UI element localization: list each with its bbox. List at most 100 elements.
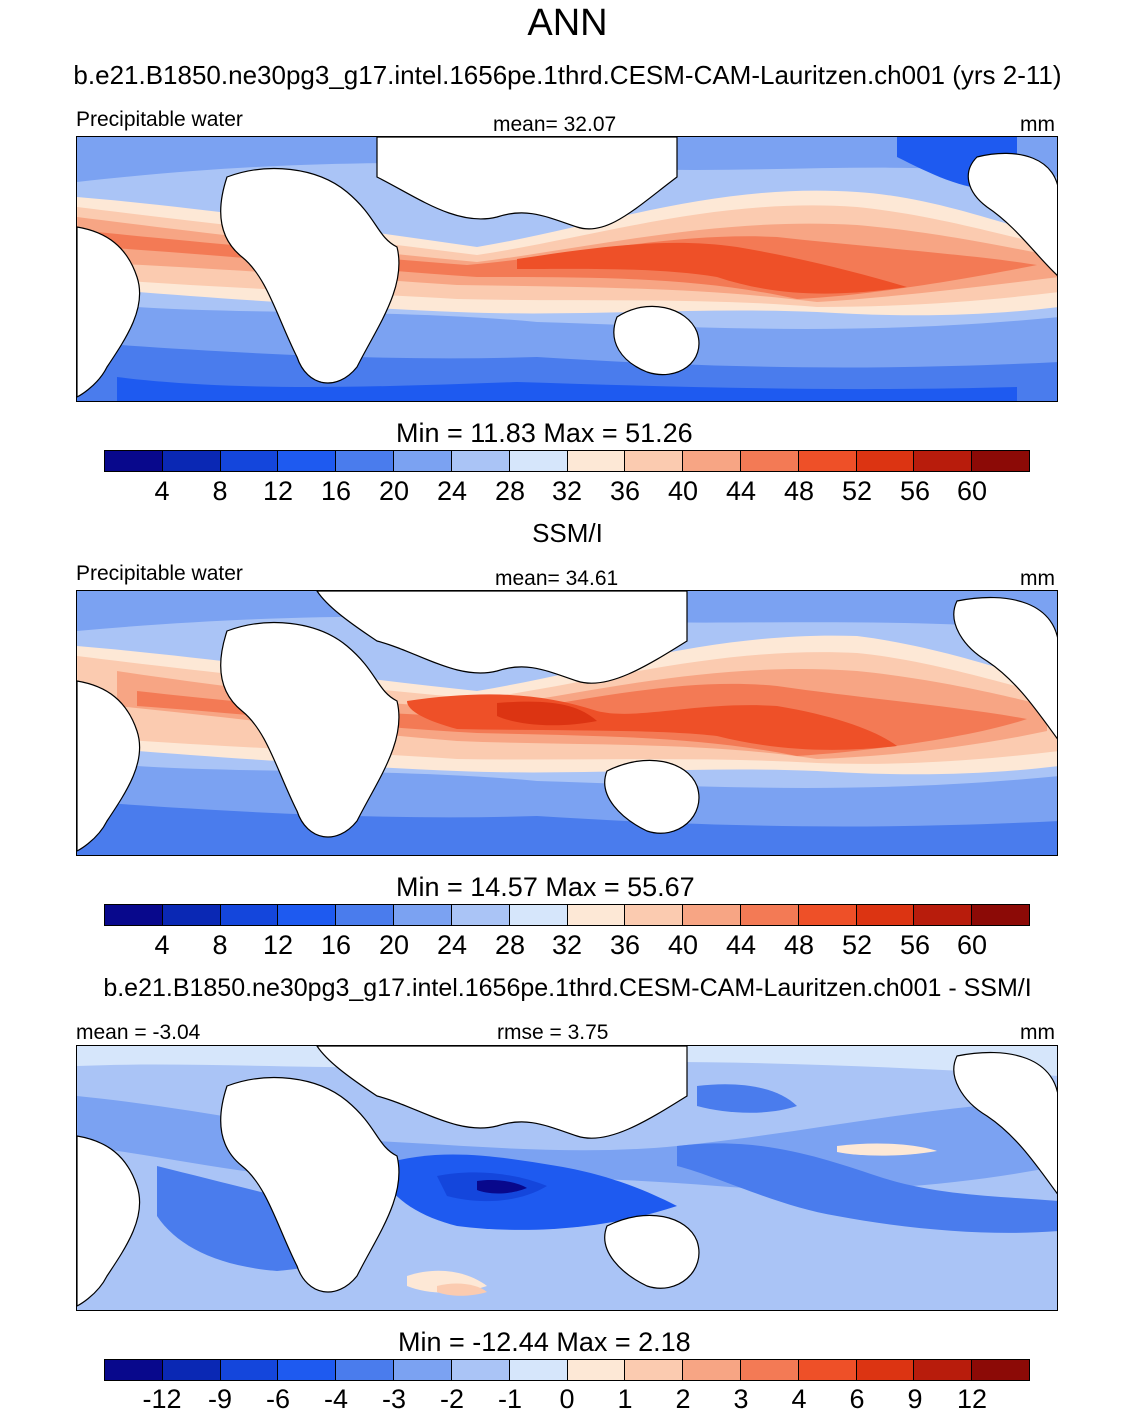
colorbar-swatch xyxy=(625,451,684,471)
panel-1-variable-label: Precipitable water xyxy=(76,108,243,131)
panel-1-minmax: Min = 11.83 Max = 51.26 xyxy=(396,418,693,448)
colorbar-tick: 28 xyxy=(494,930,526,960)
colorbar-swatch xyxy=(740,905,799,925)
colorbar-swatch xyxy=(625,905,684,925)
colorbar-swatch xyxy=(278,1360,337,1380)
colorbar-swatch xyxy=(278,451,337,471)
panel-3-mean-label: mean = -3.04 xyxy=(76,1021,201,1044)
colorbar-tick: 9 xyxy=(907,1384,923,1414)
figure-title: ANN xyxy=(527,2,608,44)
colorbar-tick: 24 xyxy=(436,476,468,506)
panel-2-heading: SSM/I xyxy=(532,518,603,548)
colorbar-tick: -3 xyxy=(381,1384,407,1414)
colorbar-swatch xyxy=(798,1360,857,1380)
colorbar-tick: -12 xyxy=(142,1384,182,1414)
colorbar-swatch xyxy=(162,1360,221,1380)
panel-2-variable-label: Precipitable water xyxy=(76,562,243,585)
colorbar-tick: 44 xyxy=(725,476,757,506)
colorbar-tick: 56 xyxy=(899,476,931,506)
colorbar-swatch xyxy=(105,451,163,471)
panel-3-units: mm xyxy=(1020,1021,1055,1044)
colorbar-swatch xyxy=(914,905,973,925)
panel-2-map-svg xyxy=(77,591,1057,855)
colorbar-swatch xyxy=(856,1360,915,1380)
colorbar-tick: 48 xyxy=(783,930,815,960)
colorbar-tick: 2 xyxy=(675,1384,691,1414)
colorbar-tick: 56 xyxy=(899,930,931,960)
colorbar-tick: 60 xyxy=(956,930,988,960)
colorbar-swatch xyxy=(856,905,915,925)
colorbar-tick: 48 xyxy=(783,476,815,506)
colorbar-tick: 28 xyxy=(494,476,526,506)
colorbar-tick: 4 xyxy=(791,1384,807,1414)
colorbar-swatch xyxy=(567,1360,626,1380)
colorbar-swatch xyxy=(394,451,452,471)
colorbar-tick: 12 xyxy=(956,1384,988,1414)
colorbar-tick: 1 xyxy=(617,1384,633,1414)
panel-2-map xyxy=(76,590,1058,856)
panel-1-mean-label: mean= 32.07 xyxy=(493,113,617,136)
colorbar-tick: 4 xyxy=(154,476,170,506)
colorbar-tick: 12 xyxy=(262,930,294,960)
colorbar-swatch xyxy=(509,451,568,471)
colorbar-tick: -1 xyxy=(497,1384,523,1414)
colorbar-swatch xyxy=(336,1360,395,1380)
colorbar-swatch xyxy=(567,451,626,471)
panel-1-units: mm xyxy=(1020,113,1055,136)
colorbar-tick: 4 xyxy=(154,930,170,960)
colorbar-tick: 6 xyxy=(849,1384,865,1414)
colorbar-swatch xyxy=(220,905,279,925)
panel-3-map-svg xyxy=(77,1046,1057,1310)
colorbar-swatch xyxy=(740,451,799,471)
colorbar-tick: -4 xyxy=(323,1384,349,1414)
colorbar-swatch xyxy=(336,905,395,925)
colorbar-swatch xyxy=(451,451,510,471)
colorbar-tick: 40 xyxy=(667,476,699,506)
colorbar-swatch xyxy=(278,905,337,925)
colorbar-swatch xyxy=(683,451,741,471)
colorbar-tick: -2 xyxy=(439,1384,465,1414)
colorbar-swatch xyxy=(567,905,626,925)
colorbar-tick: 52 xyxy=(841,930,873,960)
colorbar-tick: 20 xyxy=(378,476,410,506)
panel-1-map-svg xyxy=(77,137,1057,401)
colorbar-swatch xyxy=(972,1360,1029,1380)
colorbar-swatch xyxy=(914,1360,973,1380)
colorbar-tick: 36 xyxy=(609,476,641,506)
colorbar-swatch xyxy=(740,1360,799,1380)
colorbar-tick: 12 xyxy=(262,476,294,506)
panel-3-rmse-label: rmse = 3.75 xyxy=(497,1021,609,1044)
colorbar-swatch xyxy=(220,1360,279,1380)
panel-3-map xyxy=(76,1045,1058,1311)
colorbar-swatch xyxy=(509,905,568,925)
colorbar-swatch xyxy=(451,1360,510,1380)
colorbar-swatch xyxy=(914,451,973,471)
colorbar-swatch xyxy=(509,1360,568,1380)
colorbar-tick: 0 xyxy=(559,1384,575,1414)
panel-3-heading: b.e21.B1850.ne30pg3_g17.intel.1656pe.1th… xyxy=(103,974,1032,1002)
panel-1-colorbar xyxy=(104,450,1030,472)
colorbar-swatch xyxy=(162,905,221,925)
colorbar-tick: 8 xyxy=(212,930,228,960)
colorbar-tick: 24 xyxy=(436,930,468,960)
colorbar-swatch xyxy=(394,905,452,925)
colorbar-swatch xyxy=(856,451,915,471)
colorbar-swatch xyxy=(798,451,857,471)
colorbar-swatch xyxy=(798,905,857,925)
panel-2-colorbar xyxy=(104,904,1030,926)
colorbar-tick: 8 xyxy=(212,476,228,506)
colorbar-tick: 40 xyxy=(667,930,699,960)
colorbar-tick: 60 xyxy=(956,476,988,506)
panel-2-minmax: Min = 14.57 Max = 55.67 xyxy=(396,872,695,902)
colorbar-swatch xyxy=(683,1360,741,1380)
colorbar-swatch xyxy=(625,1360,684,1380)
colorbar-swatch xyxy=(394,1360,452,1380)
colorbar-swatch xyxy=(972,905,1029,925)
panel-3-colorbar xyxy=(104,1359,1030,1381)
colorbar-swatch xyxy=(451,905,510,925)
colorbar-tick: 32 xyxy=(551,476,583,506)
colorbar-tick: -6 xyxy=(265,1384,291,1414)
colorbar-swatch xyxy=(162,451,221,471)
panel-3-minmax: Min = -12.44 Max = 2.18 xyxy=(398,1327,691,1357)
colorbar-tick: 16 xyxy=(320,930,352,960)
